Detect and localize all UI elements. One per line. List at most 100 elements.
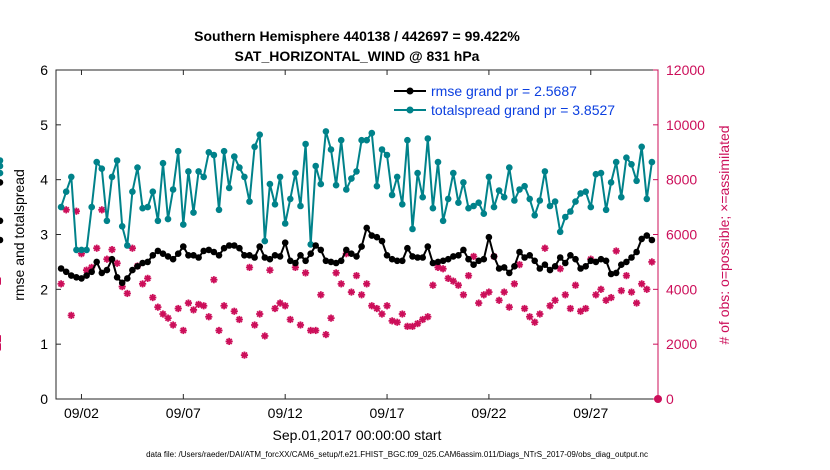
totalspread-point (348, 175, 355, 182)
obs-assimilated-point (128, 244, 136, 252)
rmse-point (465, 255, 472, 263)
obs-assimilated-point (541, 244, 549, 252)
rmse-point (57, 265, 65, 272)
totalspread-point (164, 215, 172, 223)
totalspread-point (154, 217, 162, 225)
obs-assimilated-point (159, 310, 167, 318)
totalspread-point (419, 193, 427, 201)
totalspread-series (0, 128, 656, 254)
obs-assimilated-point (301, 269, 310, 277)
totalspread-point (174, 147, 182, 155)
obs-assimilated-point (459, 291, 468, 299)
obs-assimilated-point (398, 310, 406, 318)
rmse-point (88, 268, 95, 276)
totalspread-point (556, 228, 564, 236)
rmse-point (424, 243, 432, 250)
rmse-point (480, 255, 488, 263)
rmse-point (378, 237, 386, 245)
rmse-point (455, 252, 462, 259)
totalspread-point (256, 131, 264, 138)
obs-assimilated-point (592, 291, 600, 299)
obs-assimilated-point (352, 272, 361, 280)
obs-assimilated-point (67, 311, 75, 319)
obs-assimilated-point (103, 255, 111, 263)
rmse-point (98, 269, 106, 277)
rmse-point (546, 266, 554, 274)
obs-assimilated-point (500, 288, 508, 296)
rmse-point (541, 261, 549, 269)
rmse-point (572, 255, 579, 263)
rmse-point (363, 224, 371, 232)
totalspread-point (353, 168, 360, 175)
obs-assimilated-point (256, 310, 264, 318)
legend-rmse-marker (406, 87, 414, 95)
obs-assimilated-point (281, 302, 289, 310)
data-file-footnote: data file: /Users/raeder/DAI/ATM_forcXX/… (146, 450, 648, 459)
rmse-point (475, 257, 483, 265)
rmse-point (251, 254, 258, 261)
rmse-point (358, 243, 365, 250)
totalspread-point (0, 157, 4, 164)
rmse-point (292, 259, 299, 267)
totalspread-point (312, 162, 320, 170)
rmse-point (556, 254, 564, 261)
obs-assimilated-point (633, 299, 641, 307)
obs-assimilated-point (230, 307, 238, 315)
totalspread-point (607, 179, 615, 186)
totalspread-point (399, 201, 406, 208)
totalspread-point (124, 242, 131, 249)
rmse-point (276, 253, 284, 260)
rmse-point (414, 254, 421, 261)
obs-assimilated-point (154, 303, 162, 311)
obs-assimilated-point (607, 293, 615, 302)
rmse-point (368, 232, 376, 239)
plot-frame (55, 69, 659, 400)
totalspread-point (363, 136, 371, 144)
totalspread-point (210, 151, 218, 159)
obs-assimilated-point (363, 280, 371, 288)
totalspread-point (266, 180, 274, 188)
totalspread-point (541, 168, 549, 175)
x-axis-label: Sep.01,2017 00:00:00 start (273, 427, 442, 443)
obs-assimilated-point (531, 318, 539, 326)
obs-assimilated-point (480, 291, 488, 299)
totalspread-point (337, 136, 345, 144)
totalspread-point (526, 195, 533, 203)
obs-assimilated-point (205, 313, 213, 321)
obs-assimilated-point (210, 276, 218, 284)
obs-assimilated-point (612, 247, 620, 255)
x-tick-label: 09/22 (471, 405, 506, 421)
totalspread-point (302, 140, 309, 148)
totalspread-point (68, 173, 75, 181)
y2-tick-label: 12000 (666, 62, 705, 78)
y-tick-label: 2 (40, 281, 48, 297)
rmse-point (302, 257, 309, 265)
obs-assimilated-point (444, 274, 452, 282)
rmse-point (444, 255, 452, 263)
obs-assimilated-point (327, 314, 335, 322)
totalspread-point (638, 143, 645, 151)
rmse-point (531, 257, 538, 265)
rmse-point (164, 253, 172, 260)
totalspread-point (139, 204, 146, 212)
rmse-point (638, 235, 645, 243)
x-tick-label: 09/02 (64, 405, 99, 421)
obs-assimilated-point (266, 266, 274, 274)
rmse-point (399, 257, 406, 265)
totalspread-point (612, 158, 620, 166)
totalspread-point (465, 204, 472, 212)
rmse-point (343, 246, 350, 254)
totalspread-point (643, 195, 651, 203)
totalspread-point (93, 158, 100, 166)
rmse-point (200, 247, 207, 255)
rmse-point (633, 248, 640, 256)
obs-assimilated-point (184, 299, 193, 307)
legend-spread-marker (406, 106, 414, 114)
y2-tick-label: 2000 (666, 336, 697, 352)
obs-assimilated-point (296, 321, 305, 329)
rmse-point (236, 244, 243, 252)
obs-assimilated-point (627, 288, 636, 296)
obs-assimilated-point (169, 321, 177, 329)
totalspread-point (434, 158, 442, 166)
obs-assimilated-point (322, 330, 330, 339)
